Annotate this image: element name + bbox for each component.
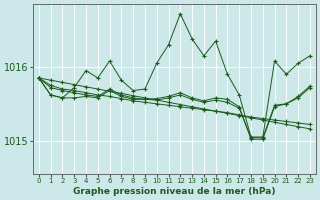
X-axis label: Graphe pression niveau de la mer (hPa): Graphe pression niveau de la mer (hPa) <box>73 187 276 196</box>
